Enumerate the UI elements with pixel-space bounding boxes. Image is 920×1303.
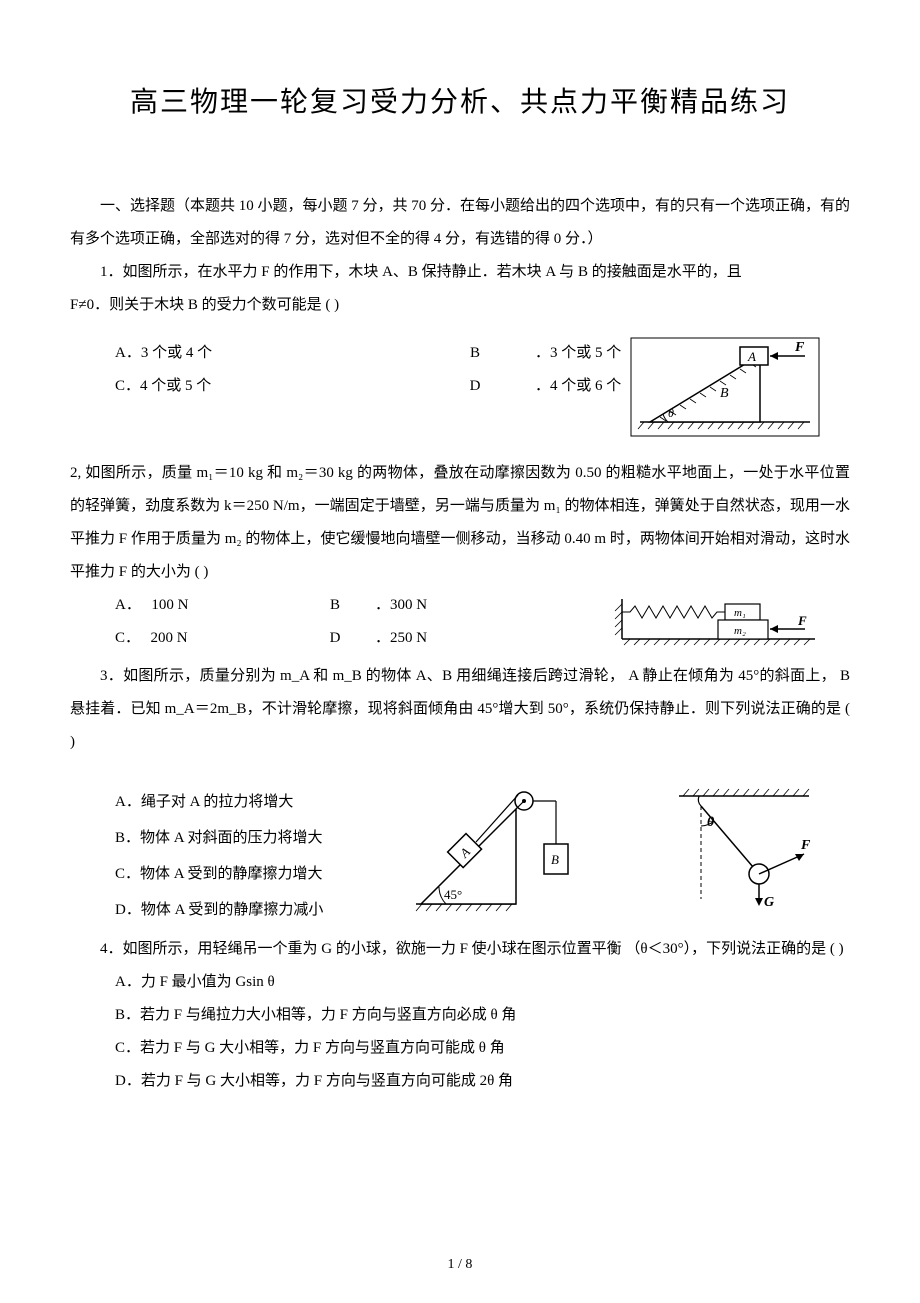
q3-figure-left: 45° A B [406, 784, 586, 919]
q1-stem-line1: 1．如图所示，在水平力 F 的作用下，木块 A、B 保持静止．若木块 A 与 B… [70, 256, 850, 289]
q1-label-a: A [747, 349, 756, 364]
q2-stem: 2, 如图所示，质量 m₁＝10 kg 和 m₂＝30 kg 的两物体，叠放在动… [70, 457, 850, 589]
q1-opt-b-label: B [415, 337, 535, 370]
q2-label-m1: m₁ [734, 607, 746, 619]
q3-opt-d: D．物体 A 受到的静摩擦力减小 [115, 892, 375, 928]
q2-opt-d-val: ．250 N [375, 622, 427, 655]
page: 高三物理一轮复习受力分析、共点力平衡精品练习 一、选择题（本题共 10 小题，每… [0, 0, 920, 1303]
q2-figure: m₁ m₂ F [610, 594, 820, 654]
q1-opt-a-label: A． [115, 337, 141, 370]
q3r-label-g: G [764, 895, 774, 910]
q2-opt-d-label: D [295, 622, 375, 655]
page-title: 高三物理一轮复习受力分析、共点力平衡精品练习 [70, 80, 850, 120]
q1-opt-c-label: C． [115, 370, 140, 403]
q3r-label-theta: θ [707, 815, 715, 830]
q3-opt-c: C．物体 A 受到的静摩擦力增大 [115, 856, 375, 892]
q2-opt-b-val: ．300 N [375, 589, 427, 622]
q4-stem: 4．如图所示，用轻绳吊一个重为 G 的小球，欲施一力 F 使小球在图示位置平衡 … [70, 933, 850, 966]
q1-options: A． 3 个或 4 个 C． 4 个或 5 个 B ．3 个或 5 个 D ．4… [115, 337, 630, 403]
q3-opt-b: B．物体 A 对斜面的压力将增大 [115, 820, 375, 856]
section-intro: 一、选择题（本题共 10 小题，每小题 7 分，共 70 分．在每小题给出的四个… [70, 190, 850, 256]
q1-opt-a-val: 3 个或 4 个 [141, 337, 212, 370]
q3-label-b: B [551, 852, 559, 867]
q1-label-f: F [794, 340, 805, 355]
q1-label-b: B [720, 386, 729, 401]
q3-figure-right: θ F G [649, 784, 819, 919]
q2-label-m2: m₂ [734, 625, 746, 637]
q3-stem: 3．如图所示，质量分别为 m_A 和 m_B 的物体 A、B 用细绳连接后跨过滑… [70, 660, 850, 759]
q4-opt-d: D．若力 F 与 G 大小相等，力 F 方向与竖直方向可能成 2θ 角 [115, 1065, 850, 1098]
page-number: 1 / 8 [0, 1257, 920, 1273]
q2-opt-c-label: C． [115, 622, 140, 655]
q1-label-theta: θ [668, 406, 674, 420]
q2-label-f: F [797, 613, 807, 628]
q1-opt-c-val: 4 个或 5 个 [140, 370, 211, 403]
q4-opt-b: B．若力 F 与绳拉力大小相等，力 F 方向与竖直方向必成 θ 角 [115, 999, 850, 1032]
q3-opt-a: A．绳子对 A 的拉力将增大 [115, 784, 375, 820]
q2-opt-a-label: A． [115, 589, 141, 622]
q1-opt-d-label: D [415, 370, 535, 403]
q4-opt-c: C．若力 F 与 G 大小相等，力 F 方向与竖直方向可能成 θ 角 [115, 1032, 850, 1065]
q3-label-angle: 45° [444, 887, 462, 902]
q4-opt-a: A．力 F 最小值为 Gsin θ [115, 966, 850, 999]
q1-stem-line2: F≠0．则关于木块 B 的受力个数可能是 ( ) [70, 289, 850, 322]
q3r-label-f: F [800, 838, 811, 853]
q1-opt-b-val: ．3 个或 5 个 [535, 337, 621, 370]
q2-options: A． 100 N C． 200 N B ．300 N D ．250 N [115, 589, 610, 655]
q1-figure: B A F θ [630, 337, 820, 442]
q2-opt-b-label: B [295, 589, 375, 622]
q2-opt-a-val: 100 N [151, 589, 188, 622]
q2-opt-c-val: 200 N [151, 622, 188, 655]
q1-opt-d-val: ．4 个或 6 个 [535, 370, 621, 403]
